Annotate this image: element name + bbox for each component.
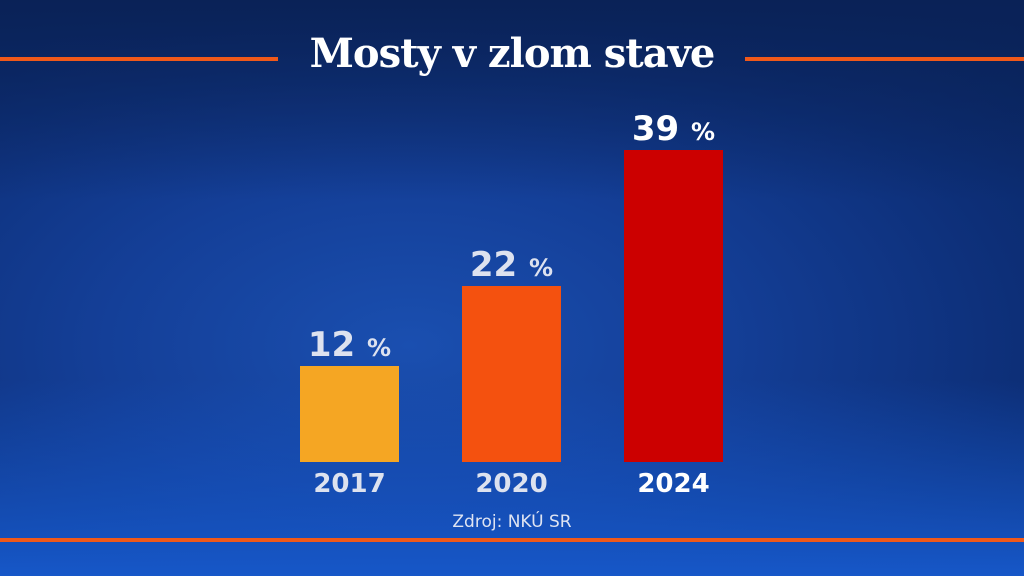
value-label-2020: 22 % (470, 245, 553, 285)
bar-2017 (300, 366, 399, 462)
category-label-2017: 2017 (313, 469, 385, 499)
chart-title: Mosty v zlom stave (0, 30, 1024, 77)
value-label-2024: 39 % (632, 109, 715, 149)
bar-2024 (624, 150, 723, 462)
chart-title-text: Mosty v zlom stave (309, 30, 716, 77)
source-note: Zdroj: NKÚ SR (452, 512, 572, 532)
bar-2020 (462, 286, 561, 462)
category-label-2020: 2020 (475, 469, 547, 499)
title-rule-left (0, 57, 278, 61)
value-label-2017: 12 % (308, 325, 391, 365)
bottom-rule (0, 538, 1024, 542)
background-shade-top (0, 0, 1024, 200)
title-rule-right (745, 57, 1024, 61)
category-label-2024: 2024 (637, 469, 709, 499)
